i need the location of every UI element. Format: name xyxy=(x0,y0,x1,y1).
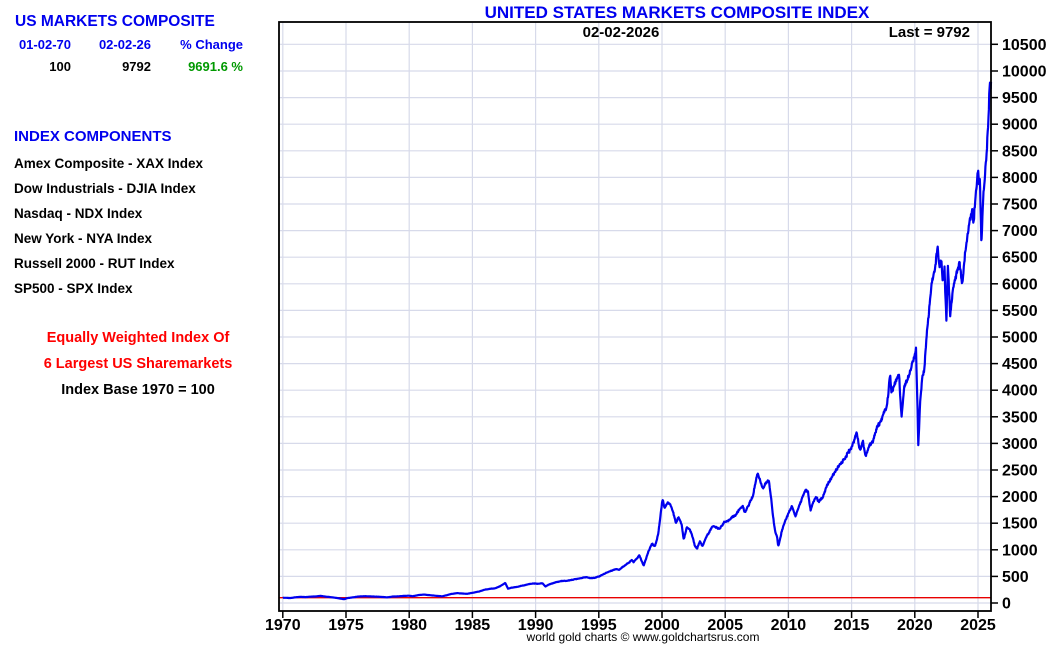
y-tick-label: 9500 xyxy=(1002,90,1038,107)
y-tick-label: 3000 xyxy=(1002,436,1038,453)
chart-date-label: 02-02-2026 xyxy=(582,24,660,41)
y-tick-label: 3500 xyxy=(1002,409,1038,426)
y-tick-label: 8500 xyxy=(1002,143,1038,160)
chart-footer-credit: world gold charts © www.goldchartsrus.co… xyxy=(526,630,760,644)
y-tick-label: 6000 xyxy=(1002,276,1038,293)
y-tick-label: 7000 xyxy=(1002,223,1038,240)
y-tick-label: 6500 xyxy=(1002,250,1038,267)
end-value: 9792 xyxy=(122,59,151,74)
chart-title: UNITED STATES MARKETS COMPOSITE INDEX xyxy=(484,3,870,22)
y-tick-label: 2500 xyxy=(1002,463,1038,480)
end-date-header: 02-02-26 xyxy=(98,37,151,52)
chart-last-value-label: Last = 9792 xyxy=(888,24,970,41)
x-tick-label: 1975 xyxy=(328,617,364,634)
note-weighting-line1: Equally Weighted Index Of xyxy=(46,330,230,346)
component-item: Dow Industrials - DJIA Index xyxy=(14,181,196,196)
y-tick-label: 1000 xyxy=(1002,542,1038,559)
y-tick-label: 9000 xyxy=(1002,117,1038,134)
note-weighting-line2: 6 Largest US Sharemarkets xyxy=(43,356,233,372)
pct-change-header: % Change xyxy=(180,37,243,52)
start-value: 100 xyxy=(49,59,71,74)
plot-frame xyxy=(278,21,992,612)
pct-change-value: 9691.6 % xyxy=(188,59,243,74)
index-note: Equally Weighted Index Of 6 Largest US S… xyxy=(0,325,276,403)
x-tick-label: 2015 xyxy=(834,617,870,634)
component-item: Russell 2000 - RUT Index xyxy=(14,256,175,271)
y-tick-label: 10500 xyxy=(1002,37,1047,54)
y-tick-label: 500 xyxy=(1002,569,1029,586)
x-tick-label: 1970 xyxy=(265,617,301,634)
y-tick-label: 0 xyxy=(1002,596,1011,613)
component-item: Nasdaq - NDX Index xyxy=(14,206,143,221)
x-tick-label: 2020 xyxy=(897,617,933,634)
y-tick-label: 2000 xyxy=(1002,489,1038,506)
y-tick-label: 8000 xyxy=(1002,170,1038,187)
summary-table: 01-02-70 02-02-26 % Change 100 9792 9691… xyxy=(13,37,243,81)
x-tick-label: 2010 xyxy=(771,617,807,634)
component-item: Amex Composite - XAX Index xyxy=(14,156,204,171)
x-tick-label: 1980 xyxy=(391,617,427,634)
y-tick-label: 5000 xyxy=(1002,330,1038,347)
y-tick-label: 1500 xyxy=(1002,516,1038,533)
start-date-header: 01-02-70 xyxy=(18,37,71,52)
x-tick-label: 2000 xyxy=(644,617,680,634)
component-item: SP500 - SPX Index xyxy=(14,281,133,296)
x-tick-label: 2025 xyxy=(960,617,996,634)
components-title: INDEX COMPONENTS xyxy=(14,128,172,145)
x-tick-label: 2005 xyxy=(707,617,743,634)
component-item: New York - NYA Index xyxy=(14,231,153,246)
y-tick-label: 4500 xyxy=(1002,356,1038,373)
components-list: Amex Composite - XAX Index Dow Industria… xyxy=(14,151,203,301)
y-tick-label: 10000 xyxy=(1002,64,1047,81)
y-tick-label: 7500 xyxy=(1002,197,1038,214)
panel-title: US MARKETS COMPOSITE xyxy=(15,13,215,30)
note-index-base: Index Base 1970 = 100 xyxy=(61,382,215,398)
x-tick-label: 1995 xyxy=(581,617,617,634)
x-tick-label: 1990 xyxy=(518,617,554,634)
x-tick-label: 1985 xyxy=(455,617,491,634)
y-tick-label: 5500 xyxy=(1002,303,1038,320)
index-price-line xyxy=(282,81,993,601)
y-tick-label: 4000 xyxy=(1002,383,1038,400)
